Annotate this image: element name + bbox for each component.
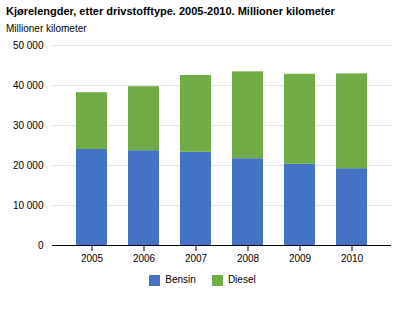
svg-text:2005: 2005: [81, 253, 104, 264]
html-text:Bensin: Bensin: [165, 274, 196, 285]
svg-text:20 000: 20 000: [13, 160, 44, 171]
html-text:Kjørelengder, etter drivstofft: Kjørelengder, etter drivstofftype. 2005-…: [6, 5, 335, 17]
html-text:Millioner kilometer: Millioner kilometer: [6, 23, 87, 34]
svg-text:2010: 2010: [341, 253, 364, 264]
svg-text:30 000: 30 000: [13, 120, 44, 131]
svg-text:50 000: 50 000: [13, 40, 44, 51]
svg-text:2008: 2008: [237, 253, 260, 264]
svg-text:2006: 2006: [133, 253, 156, 264]
html-text:Diesel: Diesel: [227, 274, 256, 285]
svg-text:0: 0: [38, 240, 44, 251]
svg-text:2009: 2009: [289, 253, 312, 264]
svg-text:10 000: 10 000: [13, 200, 44, 211]
svg-text:2007: 2007: [185, 253, 208, 264]
svg-text:40 000: 40 000: [13, 80, 44, 91]
